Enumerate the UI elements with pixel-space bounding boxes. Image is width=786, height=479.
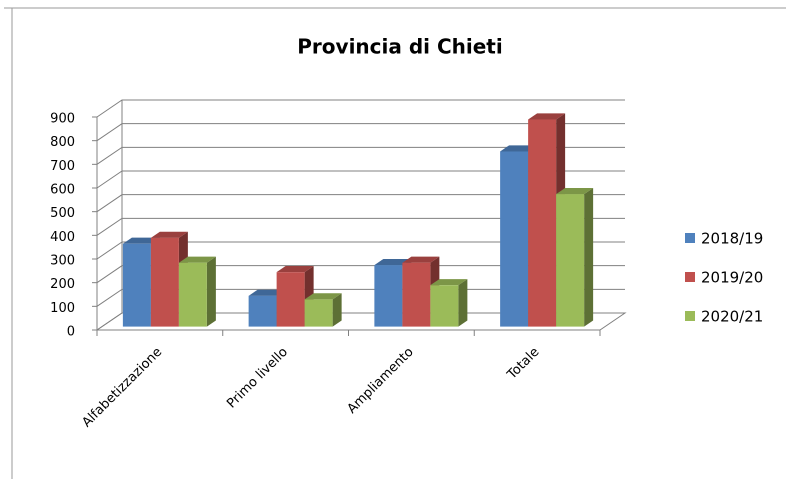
bar-side <box>206 256 216 327</box>
y-tick-label: 100 <box>50 301 75 316</box>
bar-top <box>374 258 412 266</box>
grid-line <box>96 123 625 142</box>
x-tick-label: Totale <box>504 345 542 383</box>
bar <box>556 187 594 327</box>
grid-line <box>96 194 625 213</box>
bar-top <box>304 293 342 300</box>
legend-swatch <box>685 272 695 282</box>
bar <box>304 293 342 327</box>
bar-front <box>304 299 333 327</box>
x-tick-label: Primo livello <box>224 345 291 412</box>
legend-label: 2019/20 <box>701 269 763 287</box>
legend-label: 2018/19 <box>701 230 763 248</box>
bar-side <box>584 187 594 327</box>
grid-line <box>96 241 625 260</box>
grid-line <box>96 217 625 236</box>
grid-line <box>96 170 625 189</box>
bar-side <box>332 293 342 327</box>
bar-top <box>178 256 216 263</box>
x-tick-label: Ampliamento <box>345 345 417 417</box>
legend-swatch <box>685 311 695 321</box>
bar-top <box>248 289 286 296</box>
bar-front <box>528 119 557 327</box>
bar <box>430 279 468 327</box>
bar-front <box>150 237 179 327</box>
bar-top <box>500 145 538 152</box>
legend-label: 2020/21 <box>701 308 763 326</box>
x-tick-label: Alfabetizzazione <box>79 345 165 431</box>
bar-front <box>430 285 459 327</box>
bar-front <box>500 151 529 327</box>
bar-front <box>276 272 305 327</box>
bar-top <box>402 256 440 263</box>
bar-front <box>248 295 277 327</box>
y-tick-label: 700 <box>50 159 75 174</box>
y-tick-label: 900 <box>50 112 75 127</box>
bar-top <box>430 279 468 286</box>
y-tick-label: 800 <box>50 135 75 150</box>
y-tick-label: 200 <box>50 277 75 292</box>
bar-front <box>374 265 403 327</box>
grid-line <box>96 265 625 284</box>
bar-front <box>122 243 151 327</box>
bar <box>500 145 538 327</box>
grid-line <box>96 99 625 118</box>
bar <box>178 256 216 327</box>
y-tick-label: 300 <box>50 254 75 269</box>
y-tick-label: 0 <box>67 325 75 340</box>
bar-top <box>556 187 594 195</box>
bar-front <box>556 194 585 327</box>
grid-line <box>96 146 625 165</box>
y-tick-label: 600 <box>50 183 75 198</box>
bar-top <box>276 266 314 273</box>
bar-top <box>150 231 188 238</box>
bar-top <box>528 113 566 120</box>
bar-front <box>402 262 431 327</box>
y-tick-label: 400 <box>50 230 75 245</box>
bar-side <box>458 279 468 327</box>
y-tick-label: 500 <box>50 206 75 221</box>
legend-swatch <box>685 233 695 243</box>
chart-title: Provincia di Chieti <box>297 35 502 59</box>
bar-top <box>122 237 160 244</box>
bar-front <box>178 262 207 327</box>
